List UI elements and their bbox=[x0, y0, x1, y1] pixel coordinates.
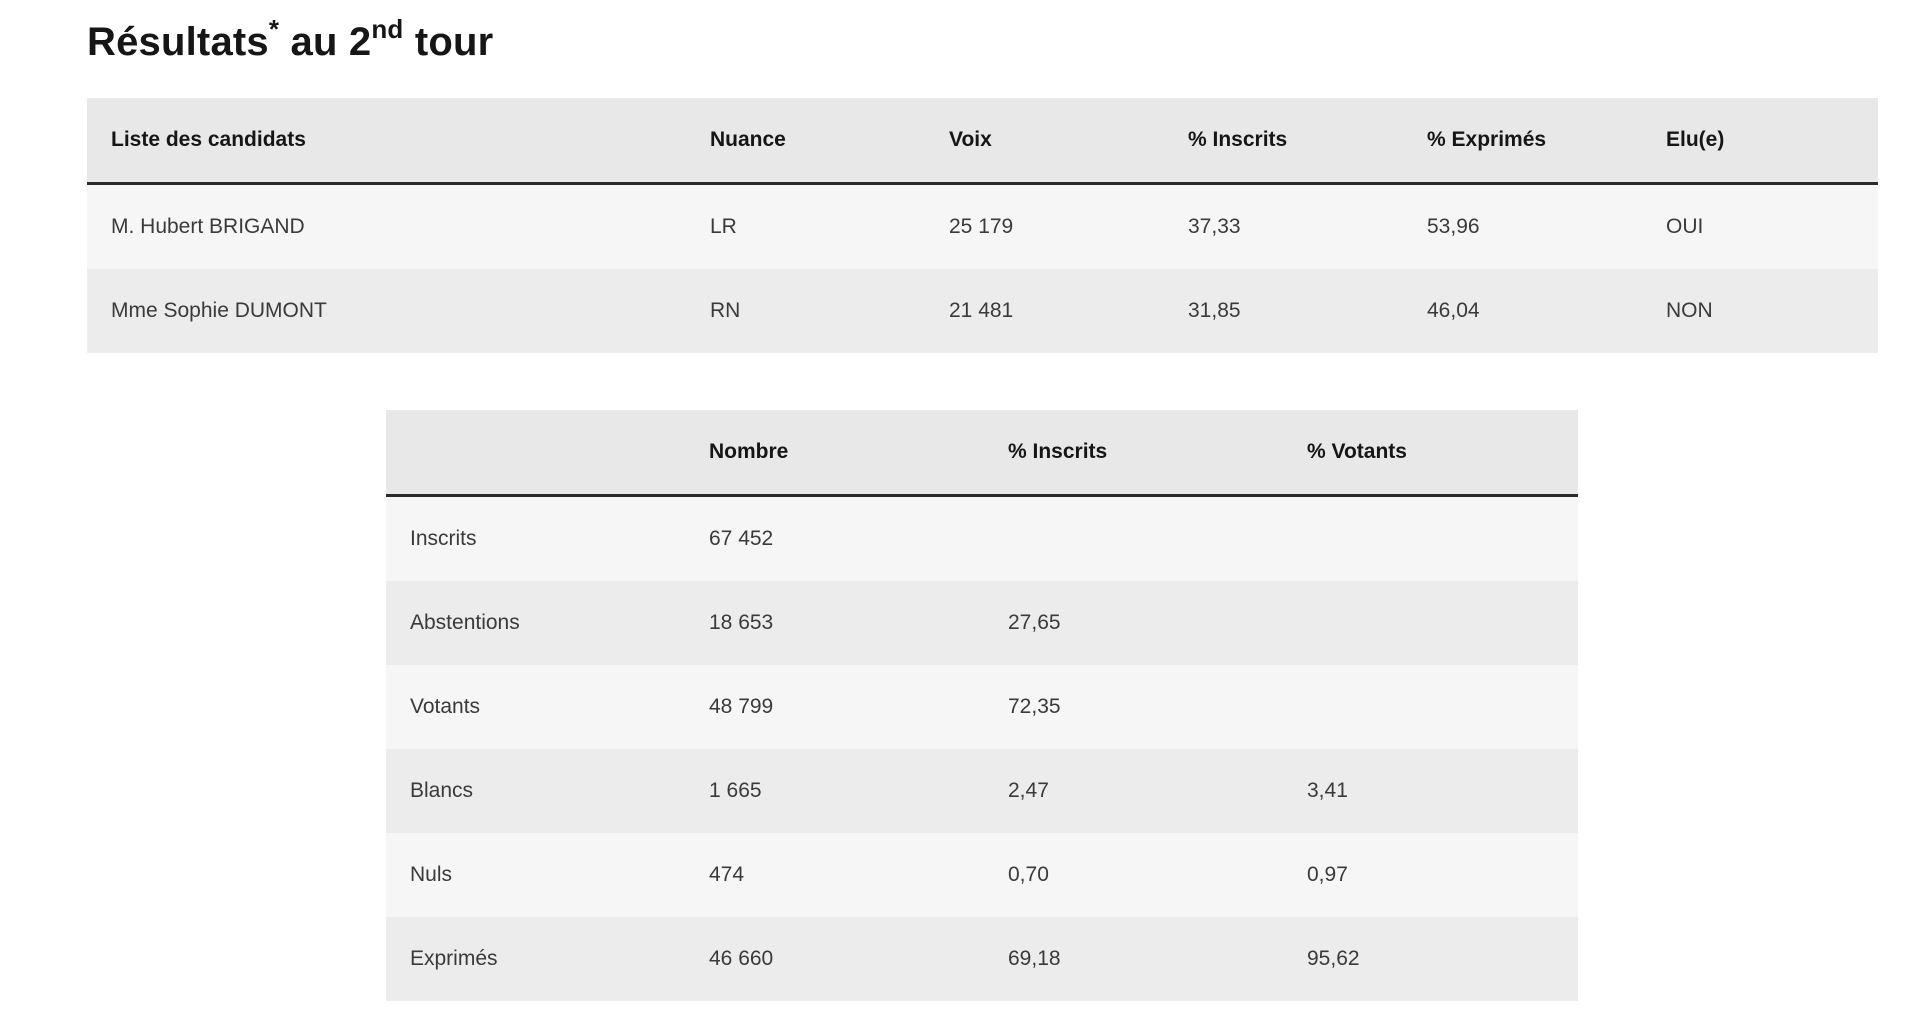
stat-nombre: 18 653 bbox=[685, 581, 984, 665]
header-pct-inscrits: % Inscrits bbox=[1164, 98, 1403, 185]
table-row: Abstentions 18 653 27,65 bbox=[386, 581, 1578, 665]
candidate-name: M. Hubert BRIGAND bbox=[87, 183, 686, 269]
stat-pct-votants: 3,41 bbox=[1283, 749, 1578, 833]
title-middle: au 2 bbox=[279, 20, 372, 64]
candidate-pct-inscrits: 31,85 bbox=[1164, 269, 1403, 353]
table-row: Exprimés 46 660 69,18 95,62 bbox=[386, 917, 1578, 1001]
stat-pct-votants bbox=[1283, 581, 1578, 665]
title-asterisk: * bbox=[268, 14, 280, 44]
table-row: Inscrits 67 452 bbox=[386, 495, 1578, 581]
table-row: Nuls 474 0,70 0,97 bbox=[386, 833, 1578, 917]
stat-pct-votants bbox=[1283, 495, 1578, 581]
stat-nombre: 1 665 bbox=[685, 749, 984, 833]
candidates-header-row: Liste des candidats Nuance Voix % Inscri… bbox=[87, 98, 1878, 185]
stat-pct-inscrits: 0,70 bbox=[984, 833, 1283, 917]
header-pct-inscrits: % Inscrits bbox=[984, 410, 1283, 497]
stat-label: Inscrits bbox=[386, 495, 685, 581]
header-pct-exprimes: % Exprimés bbox=[1403, 98, 1642, 185]
header-nuance: Nuance bbox=[686, 98, 925, 185]
title-ordinal: nd bbox=[371, 14, 404, 44]
participation-stats-table: Nombre % Inscrits % Votants Inscrits 67 … bbox=[386, 410, 1578, 1001]
table-row: M. Hubert BRIGAND LR 25 179 37,33 53,96 … bbox=[87, 183, 1878, 269]
stat-pct-votants: 0,97 bbox=[1283, 833, 1578, 917]
page-title: Résultats* au 2nd tour bbox=[87, 14, 494, 65]
stat-nombre: 48 799 bbox=[685, 665, 984, 749]
candidate-pct-exprimes: 53,96 bbox=[1403, 183, 1642, 269]
header-liste-candidats: Liste des candidats bbox=[87, 98, 686, 185]
stat-pct-votants: 95,62 bbox=[1283, 917, 1578, 1001]
table-row: Votants 48 799 72,35 bbox=[386, 665, 1578, 749]
title-word: Résultats bbox=[87, 20, 269, 64]
stat-label: Exprimés bbox=[386, 917, 685, 1001]
candidates-results-table: Liste des candidats Nuance Voix % Inscri… bbox=[87, 98, 1878, 353]
table-row: Mme Sophie DUMONT RN 21 481 31,85 46,04 … bbox=[87, 269, 1878, 353]
stat-pct-inscrits: 72,35 bbox=[984, 665, 1283, 749]
stat-nombre: 67 452 bbox=[685, 495, 984, 581]
candidate-nuance: RN bbox=[686, 269, 925, 353]
candidate-nuance: LR bbox=[686, 183, 925, 269]
candidate-pct-inscrits: 37,33 bbox=[1164, 183, 1403, 269]
candidate-pct-exprimes: 46,04 bbox=[1403, 269, 1642, 353]
stat-pct-inscrits: 69,18 bbox=[984, 917, 1283, 1001]
stat-label: Votants bbox=[386, 665, 685, 749]
candidate-elu: OUI bbox=[1642, 183, 1878, 269]
candidate-voix: 25 179 bbox=[925, 183, 1164, 269]
stat-pct-inscrits: 27,65 bbox=[984, 581, 1283, 665]
stat-pct-inscrits: 2,47 bbox=[984, 749, 1283, 833]
stat-pct-inscrits bbox=[984, 495, 1283, 581]
title-end: tour bbox=[403, 20, 494, 64]
stats-header-row: Nombre % Inscrits % Votants bbox=[386, 410, 1578, 497]
stat-label: Blancs bbox=[386, 749, 685, 833]
stat-label: Nuls bbox=[386, 833, 685, 917]
header-nombre: Nombre bbox=[685, 410, 984, 497]
stat-nombre: 46 660 bbox=[685, 917, 984, 1001]
stat-nombre: 474 bbox=[685, 833, 984, 917]
stat-pct-votants bbox=[1283, 665, 1578, 749]
header-voix: Voix bbox=[925, 98, 1164, 185]
candidate-elu: NON bbox=[1642, 269, 1878, 353]
candidate-name: Mme Sophie DUMONT bbox=[87, 269, 686, 353]
header-elu: Elu(e) bbox=[1642, 98, 1878, 185]
header-pct-votants: % Votants bbox=[1283, 410, 1578, 497]
header-empty bbox=[386, 410, 685, 497]
candidate-voix: 21 481 bbox=[925, 269, 1164, 353]
stat-label: Abstentions bbox=[386, 581, 685, 665]
table-row: Blancs 1 665 2,47 3,41 bbox=[386, 749, 1578, 833]
